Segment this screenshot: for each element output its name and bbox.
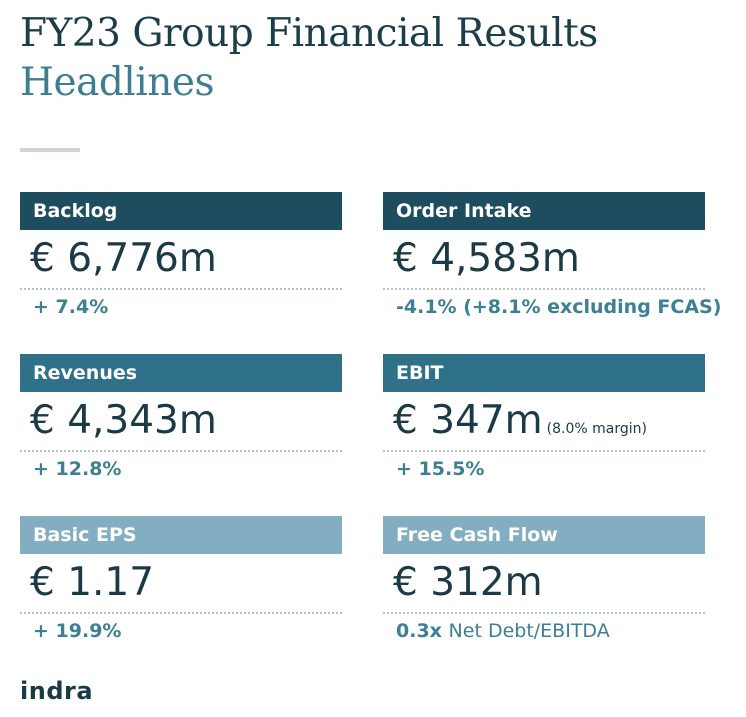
metric-card-ebit: EBIT € 347m (8.0% margin) + 15.5% — [383, 354, 705, 480]
dotted-divider — [383, 450, 705, 452]
metric-value: € 6,776m — [30, 236, 217, 281]
metric-change: + 15.5% — [396, 458, 485, 480]
metric-change: + 19.9% — [33, 620, 122, 642]
metric-change: -4.1% (+8.1% excluding FCAS) — [396, 296, 722, 318]
metric-change-bold: 0.3x — [396, 620, 442, 642]
metric-label: Free Cash Flow — [383, 516, 705, 554]
metric-value: € 4,343m — [30, 398, 217, 443]
metric-change: + 12.8% — [33, 458, 122, 480]
dotted-divider — [383, 288, 705, 290]
metric-label: Backlog — [20, 192, 342, 230]
metric-label: EBIT — [383, 354, 705, 392]
metric-card-revenues: Revenues € 4,343m + 12.8% — [20, 354, 342, 480]
page-subtitle: Headlines — [20, 60, 214, 105]
dotted-divider — [20, 288, 342, 290]
metric-card-backlog: Backlog € 6,776m + 7.4% — [20, 192, 342, 318]
metric-label: Basic EPS — [20, 516, 342, 554]
dotted-divider — [20, 450, 342, 452]
metric-card-free-cash-flow: Free Cash Flow € 312m 0.3x Net Debt/EBIT… — [383, 516, 705, 642]
page-title: FY23 Group Financial Results — [20, 11, 598, 56]
title-divider — [20, 148, 80, 152]
metric-label: Revenues — [20, 354, 342, 392]
metric-card-basic-eps: Basic EPS € 1.17 + 19.9% — [20, 516, 342, 642]
indra-logo: indra — [20, 677, 94, 705]
metric-value: € 1.17 — [30, 560, 155, 605]
dotted-divider — [383, 612, 705, 614]
metric-value: € 4,583m — [393, 236, 580, 281]
metric-value: € 347m — [393, 398, 543, 443]
metric-change-row: 0.3x Net Debt/EBITDA — [383, 614, 705, 642]
metric-change: + 7.4% — [33, 296, 109, 318]
metric-value-row: € 347m (8.0% margin) — [383, 392, 705, 450]
metric-note: (8.0% margin) — [546, 421, 647, 437]
dotted-divider — [20, 612, 342, 614]
metric-value: € 312m — [393, 560, 543, 605]
metric-label: Order Intake — [383, 192, 705, 230]
metric-change-text: Net Debt/EBITDA — [448, 620, 610, 642]
metric-card-order-intake: Order Intake € 4,583m -4.1% (+8.1% exclu… — [383, 192, 722, 318]
